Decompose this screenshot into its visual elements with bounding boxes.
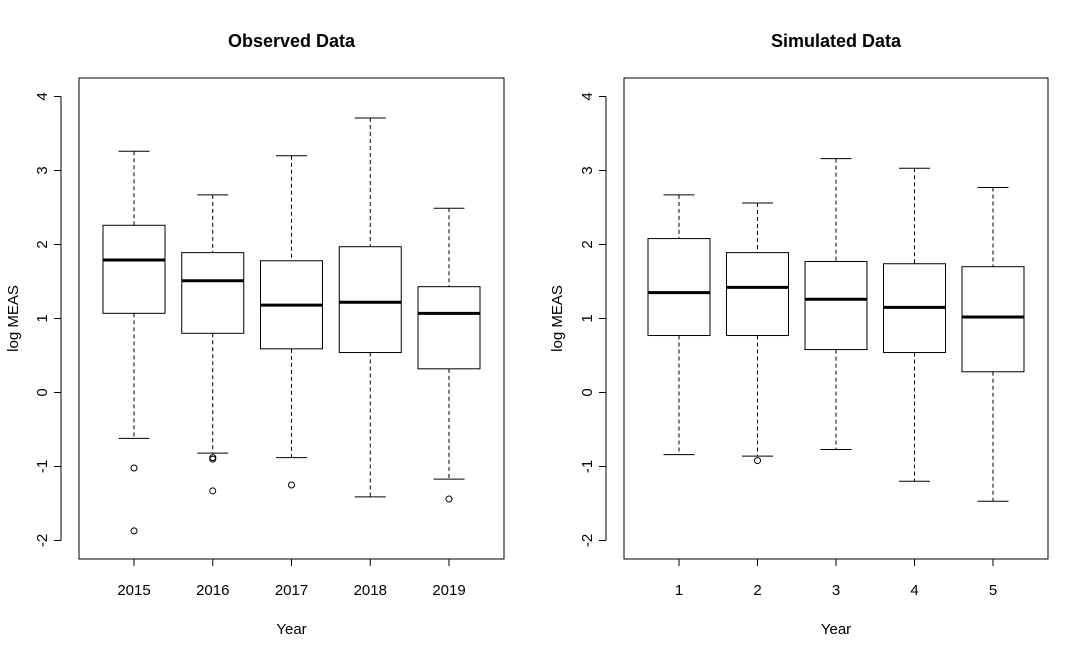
y-tick-label: 2	[34, 240, 51, 248]
y-axis-label: log MEAS	[549, 285, 566, 352]
outlier-point	[754, 457, 761, 465]
box-3	[804, 158, 868, 450]
y-tick-label: 0	[579, 388, 596, 396]
iqr-box	[647, 238, 711, 337]
box-2018	[338, 117, 402, 498]
x-tick-label: 2019	[432, 582, 465, 599]
iqr-box	[338, 246, 402, 354]
outlier-point	[209, 455, 217, 463]
x-tick-label: 3	[832, 582, 840, 599]
y-axis-label: log MEAS	[5, 285, 22, 352]
x-tick-label: 4	[910, 582, 918, 599]
iqr-box	[417, 286, 481, 370]
outlier-point	[288, 481, 295, 489]
y-tick-label: -2	[34, 534, 51, 547]
iqr-box	[181, 252, 245, 334]
box-2015	[102, 150, 166, 535]
outlier-point	[209, 487, 217, 495]
simulated-panel: Simulated Data -2 -1 0 1 2 3 4 log MEAS Year 1 2 3 4 5	[549, 31, 1049, 638]
iqr-box	[726, 252, 789, 337]
chart-title: Observed Data	[228, 31, 356, 51]
x-tick-label: 1	[675, 582, 683, 599]
y-tick-label: 4	[34, 92, 51, 100]
y-tick-label: 3	[34, 166, 51, 174]
y-tick-label: 1	[579, 314, 596, 322]
box-1	[647, 194, 711, 456]
chart-title: Simulated Data	[771, 31, 902, 51]
x-axis-label: Year	[821, 621, 851, 638]
iqr-box	[102, 224, 166, 314]
iqr-box	[804, 261, 868, 351]
outlier-point	[445, 495, 453, 503]
box-2	[726, 202, 789, 465]
x-tick-label: 2015	[117, 582, 150, 599]
box-2017	[260, 155, 323, 489]
box-5	[961, 187, 1025, 502]
x-tick-label: 2017	[275, 582, 308, 599]
y-tick-label: 0	[34, 388, 51, 396]
y-tick-label: -2	[579, 534, 596, 547]
iqr-box	[961, 266, 1025, 373]
x-tick-label: 2016	[196, 582, 229, 599]
x-tick-label: 5	[989, 582, 997, 599]
outlier-point	[130, 464, 138, 472]
observed-panel: Observed Data -2 -1 0 1 2 3 4 log MEAS Year 2015 20…	[5, 31, 505, 638]
y-tick-label: -1	[579, 460, 596, 473]
x-tick-label: 2	[753, 582, 761, 599]
x-tick-label: 2018	[354, 582, 387, 599]
y-tick-label: 1	[34, 314, 51, 322]
outlier-point	[130, 527, 138, 535]
box-2019	[417, 207, 481, 503]
y-tick-label: 3	[579, 166, 596, 174]
x-axis-label: Year	[276, 621, 306, 638]
y-tick-label: -1	[34, 460, 51, 473]
y-tick-label: 2	[579, 240, 596, 248]
box-2016	[181, 194, 245, 495]
box-4	[883, 167, 946, 482]
y-tick-label: 4	[579, 92, 596, 100]
